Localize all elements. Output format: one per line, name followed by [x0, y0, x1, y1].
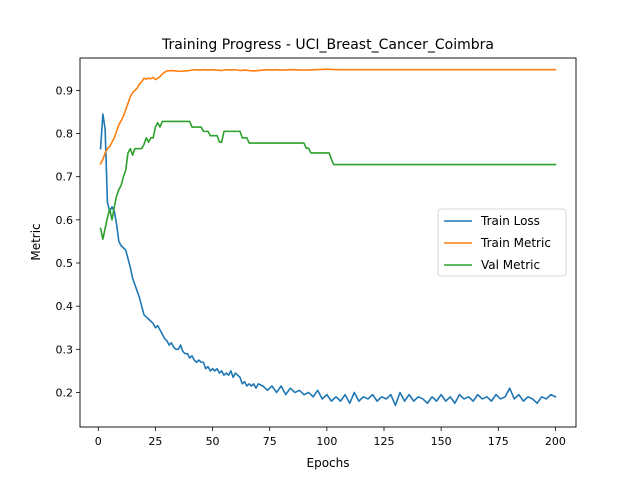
plot-area — [99, 68, 557, 407]
y-tick-label: 0.2 — [56, 386, 74, 399]
legend-label: Val Metric — [481, 258, 540, 272]
y-tick-label: 0.4 — [56, 300, 74, 313]
y-tick-label: 0.9 — [56, 84, 74, 97]
y-tick-label: 0.6 — [56, 214, 74, 227]
y-axis-label: Metric — [29, 223, 43, 260]
y-tick-label: 0.3 — [56, 343, 74, 356]
x-axis-label: Epochs — [307, 456, 350, 470]
x-tick-label: 50 — [206, 435, 220, 448]
series-line-val-metric — [99, 120, 557, 241]
x-tick-label: 0 — [95, 435, 102, 448]
y-axis: 0.2 0.3 0.4 0.5 0.6 0.7 0.8 0.9 — [56, 84, 80, 399]
x-tick-label: 25 — [148, 435, 162, 448]
legend-box — [437, 208, 567, 277]
x-axis: 0 25 50 75 100 125 150 175 200 — [95, 427, 566, 448]
series-line-train-loss — [99, 113, 557, 407]
axes-frame — [79, 57, 577, 428]
x-tick-label: 175 — [488, 435, 509, 448]
x-tick-label: 200 — [545, 435, 566, 448]
x-tick-label: 125 — [374, 435, 395, 448]
series-line-train-metric — [99, 68, 557, 165]
y-tick-label: 0.8 — [56, 128, 74, 141]
y-tick-label: 0.5 — [56, 257, 74, 270]
chart-title: Training Progress - UCI_Breast_Cancer_Co… — [161, 37, 494, 53]
y-tick-label: 0.7 — [56, 171, 74, 184]
legend-label: Train Metric — [480, 236, 551, 250]
x-tick-label: 75 — [263, 435, 277, 448]
legend: Train Loss Train Metric Val Metric — [437, 208, 567, 277]
x-tick-label: 100 — [316, 435, 337, 448]
x-tick-label: 150 — [431, 435, 452, 448]
legend-label: Train Loss — [480, 214, 540, 228]
